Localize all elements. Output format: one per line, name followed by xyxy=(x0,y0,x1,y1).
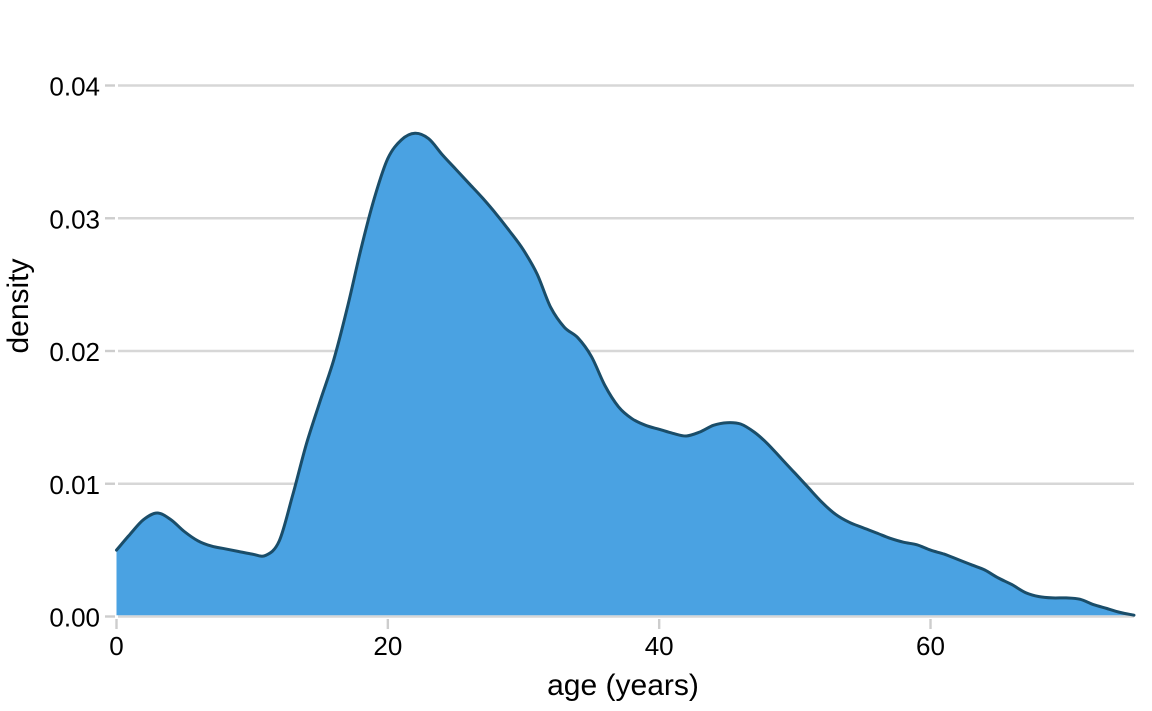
y-tick-label: 0.03 xyxy=(49,204,100,234)
x-axis-title: age (years) xyxy=(547,669,699,702)
x-tick-label: 20 xyxy=(373,631,402,661)
x-tick-label: 60 xyxy=(916,631,945,661)
density-curve-line xyxy=(115,131,1136,617)
y-axis-title: density xyxy=(2,258,35,353)
density-area xyxy=(116,133,1134,616)
y-tick-label: 0.00 xyxy=(49,603,100,633)
tick-labels-group: 0.00 0.01 0.02 0.03 0.04 0 20 40 60 xyxy=(49,72,945,662)
y-tick-label: 0.02 xyxy=(49,337,100,367)
x-tick-label: 40 xyxy=(645,631,674,661)
x-tick-label: 0 xyxy=(109,631,123,661)
y-tick-label: 0.01 xyxy=(49,470,100,500)
y-tick-label: 0.04 xyxy=(49,72,100,102)
